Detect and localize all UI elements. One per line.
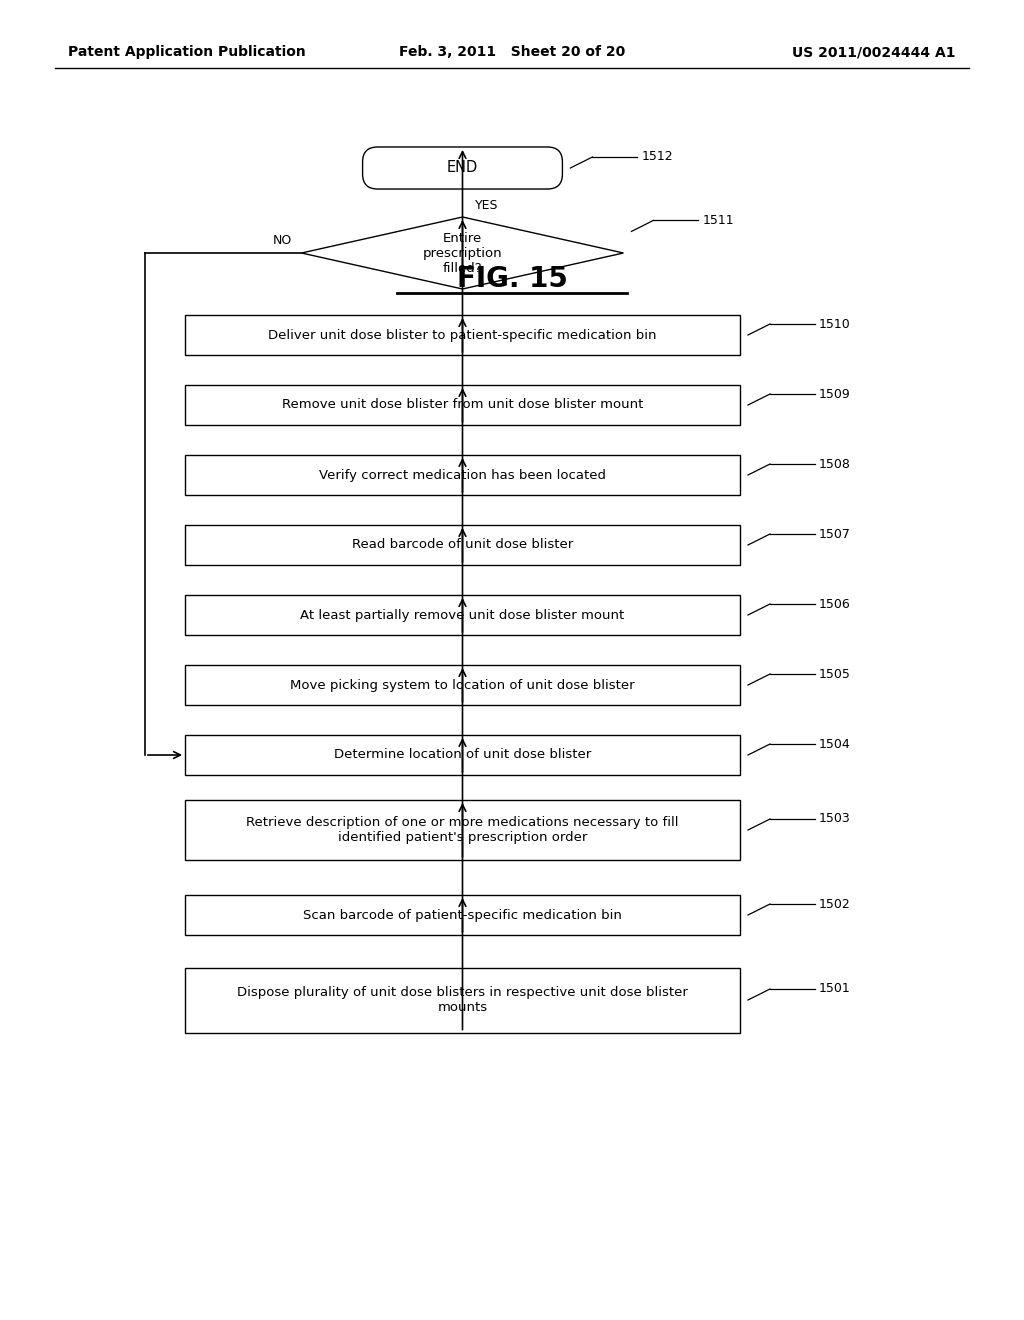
FancyBboxPatch shape: [185, 595, 740, 635]
FancyBboxPatch shape: [185, 665, 740, 705]
Text: 1504: 1504: [819, 738, 851, 751]
Text: Dispose plurality of unit dose blisters in respective unit dose blister
mounts: Dispose plurality of unit dose blisters …: [238, 986, 688, 1014]
Text: NO: NO: [272, 234, 292, 247]
Text: FIG. 15: FIG. 15: [457, 265, 567, 293]
Text: 1507: 1507: [819, 528, 851, 540]
FancyBboxPatch shape: [185, 315, 740, 355]
FancyBboxPatch shape: [185, 385, 740, 425]
Text: At least partially remove unit dose blister mount: At least partially remove unit dose blis…: [300, 609, 625, 622]
Text: Deliver unit dose blister to patient-specific medication bin: Deliver unit dose blister to patient-spe…: [268, 329, 656, 342]
Text: Feb. 3, 2011   Sheet 20 of 20: Feb. 3, 2011 Sheet 20 of 20: [399, 45, 625, 59]
FancyBboxPatch shape: [185, 800, 740, 861]
Text: Remove unit dose blister from unit dose blister mount: Remove unit dose blister from unit dose …: [282, 399, 643, 412]
FancyBboxPatch shape: [185, 735, 740, 775]
Text: US 2011/0024444 A1: US 2011/0024444 A1: [793, 45, 956, 59]
FancyBboxPatch shape: [185, 968, 740, 1032]
Text: 1512: 1512: [641, 150, 673, 164]
Text: Retrieve description of one or more medications necessary to fill
identified pat: Retrieve description of one or more medi…: [246, 816, 679, 843]
Text: Entire
prescription
filled?: Entire prescription filled?: [423, 231, 503, 275]
Text: 1508: 1508: [819, 458, 851, 470]
Text: 1509: 1509: [819, 388, 851, 400]
Text: Move picking system to location of unit dose blister: Move picking system to location of unit …: [290, 678, 635, 692]
FancyBboxPatch shape: [362, 147, 562, 189]
Text: END: END: [446, 161, 478, 176]
Text: Determine location of unit dose blister: Determine location of unit dose blister: [334, 748, 591, 762]
FancyBboxPatch shape: [185, 455, 740, 495]
Text: Read barcode of unit dose blister: Read barcode of unit dose blister: [352, 539, 573, 552]
Text: Verify correct medication has been located: Verify correct medication has been locat…: [319, 469, 606, 482]
FancyBboxPatch shape: [185, 525, 740, 565]
FancyBboxPatch shape: [185, 895, 740, 935]
Text: 1505: 1505: [819, 668, 851, 681]
Text: 1501: 1501: [819, 982, 851, 995]
Text: 1510: 1510: [819, 318, 851, 330]
Text: 1506: 1506: [819, 598, 851, 610]
Text: YES: YES: [474, 199, 498, 213]
Text: 1502: 1502: [819, 898, 851, 911]
Text: Scan barcode of patient-specific medication bin: Scan barcode of patient-specific medicat…: [303, 908, 622, 921]
Polygon shape: [301, 216, 624, 289]
Text: Patent Application Publication: Patent Application Publication: [68, 45, 306, 59]
Text: 1511: 1511: [702, 214, 734, 227]
Text: 1503: 1503: [819, 813, 851, 825]
